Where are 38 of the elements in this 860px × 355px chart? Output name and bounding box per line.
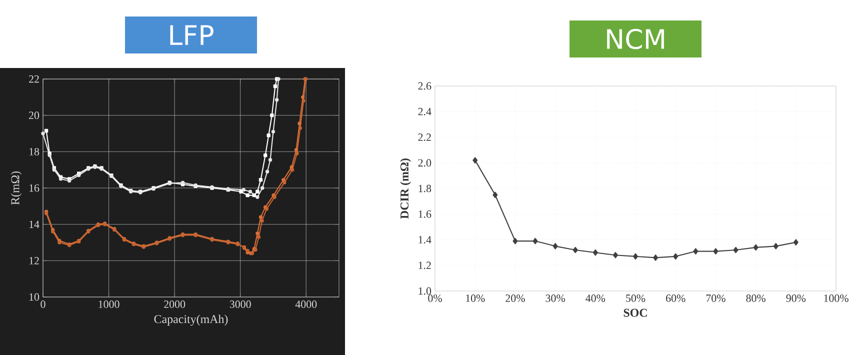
y-tick-label: 20 [29, 112, 40, 120]
y-tick-label: 2.2 [418, 134, 431, 141]
x-axis-title: Capacity(mAh) [154, 314, 228, 326]
chart-title: NCM [607, 28, 664, 50]
y-tick-label: 1.8 [418, 184, 432, 192]
y-axis-title: DCIR (mΩ) [400, 158, 411, 219]
y-tick-label: 2.0 [418, 159, 432, 167]
y-axis-title: R(mΩ) [10, 171, 22, 205]
y-tick-label: 10 [29, 293, 40, 301]
y-tick-label: 1.4 [418, 236, 432, 244]
x-tick-label: 100% [824, 294, 848, 302]
x-tick-label: 40% [586, 294, 606, 302]
x-tick-label: 10% [466, 294, 485, 302]
chart-title: LFP [170, 25, 214, 45]
x-tick-label: 1000 [98, 300, 120, 308]
y-tick-label: 16 [29, 184, 40, 192]
x-tick-label: 90% [786, 294, 806, 302]
x-tick-label: 2000 [164, 300, 186, 308]
x-tick-label: 0% [428, 294, 442, 302]
y-tick-label: 18 [29, 148, 40, 156]
x-tick-label: 3000 [230, 300, 251, 308]
x-tick-label: 0 [40, 300, 46, 308]
x-tick-label: 70% [706, 294, 726, 302]
y-tick-label: 1.6 [418, 210, 432, 218]
x-tick-label: 20% [506, 294, 525, 302]
y-tick-label: 1.0 [418, 287, 432, 295]
y-tick-label: 22 [29, 75, 39, 83]
x-tick-label: 30% [546, 294, 565, 302]
x-tick-label: 60% [666, 294, 686, 302]
y-tick-label: 2.6 [418, 82, 432, 90]
y-tick-label: 14 [29, 220, 40, 228]
y-tick-label: 2.4 [418, 108, 432, 116]
x-tick-label: 50% [626, 294, 646, 302]
y-tick-label: 1.2 [418, 262, 431, 270]
y-tick-label: 12 [29, 257, 39, 264]
x-tick-label: 4000 [295, 300, 317, 308]
x-tick-label: 80% [746, 294, 766, 302]
x-axis-title: SOC [624, 308, 647, 317]
